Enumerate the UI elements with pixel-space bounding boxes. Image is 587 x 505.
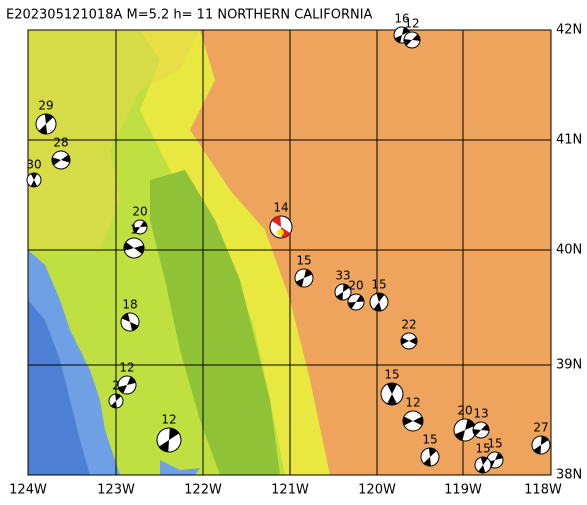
focal-mechanism <box>380 382 404 406</box>
focal-mechanism <box>132 219 148 235</box>
depth-label: 13 <box>473 407 488 421</box>
y-label: 40N <box>556 243 582 258</box>
compression-quadrant <box>473 424 489 436</box>
y-label: 42N <box>556 23 582 38</box>
focal-mechanism <box>453 418 477 442</box>
compression-quadrant <box>132 221 148 233</box>
compression-quadrant <box>387 382 397 406</box>
y-label: 38N <box>556 468 582 483</box>
axis-labels: 124W 123W 122W 121W 120W 119W 118W 42N 41N 40N 39N… <box>9 23 582 498</box>
focal-mechanism <box>123 237 145 259</box>
focal-mechanism <box>108 393 124 409</box>
depth-label: 20 <box>457 404 472 418</box>
focal-mechanism <box>531 435 551 455</box>
depth-label: 18 <box>122 298 137 312</box>
x-label: 123W <box>97 483 135 498</box>
compression-quadrant <box>118 376 136 394</box>
compression-quadrant <box>478 456 488 474</box>
compression-quadrant <box>51 154 71 166</box>
compression-quadrant <box>394 27 410 43</box>
compression-quadrant <box>400 337 418 345</box>
focal-mechanism <box>294 268 314 288</box>
focal-mechanism <box>369 292 389 312</box>
focal-mechanism <box>334 283 352 301</box>
depth-label: 2 <box>112 379 120 393</box>
focal-mechanism <box>400 332 418 350</box>
depth-label: 33 <box>335 269 350 283</box>
compression-quadrant <box>347 295 365 309</box>
compression-quadrant <box>404 34 420 46</box>
depth-label: 22 <box>401 318 416 332</box>
compression-quadrant <box>38 114 54 134</box>
central-valley <box>150 170 280 475</box>
x-label: 120W <box>358 483 396 498</box>
depth-label: 15 <box>296 254 311 268</box>
compression-quadrant <box>454 419 476 441</box>
depth-label: 20 <box>132 205 147 219</box>
depth-label: 15 <box>422 433 437 447</box>
compression-quadrant <box>121 313 139 331</box>
depth-label: 15 <box>371 278 386 292</box>
x-label: 119W <box>444 483 482 498</box>
depth-label: 27 <box>533 421 548 435</box>
x-label: 118W <box>524 483 562 498</box>
depth-label: 29 <box>38 99 53 113</box>
compression-quadrant <box>158 427 180 453</box>
focal-mechanism <box>35 113 57 135</box>
focal-mechanism <box>403 31 421 49</box>
focal-mechanism <box>420 447 440 467</box>
focal-mechanism <box>26 172 42 188</box>
depth-label: 20 <box>348 279 363 293</box>
depth-label: 1 <box>130 223 138 237</box>
ocean-deep <box>28 300 90 475</box>
compression-quadrant <box>402 416 424 426</box>
depth-label: 16 <box>394 12 409 26</box>
graticule <box>27 29 552 476</box>
depth-label: 15 <box>384 368 399 382</box>
focal-mechanism <box>402 410 424 432</box>
bay <box>160 460 200 475</box>
focal-mechanism <box>156 427 182 453</box>
compression-quadrant <box>123 242 145 254</box>
depth-label: 12 <box>119 361 134 375</box>
compression-quadrant <box>271 215 291 239</box>
x-label: 122W <box>184 483 222 498</box>
compression-quadrant <box>336 283 350 301</box>
depth-label: 14 <box>273 201 288 215</box>
y-label: 39N <box>556 358 582 373</box>
compression-quadrant <box>533 435 549 455</box>
depth-label: 12 <box>404 17 419 31</box>
depth-label: 15 <box>487 437 502 451</box>
focal-mechanism <box>474 456 492 474</box>
title: E202305121018A M=5.2 h= 11 NORTHERN CALI… <box>6 8 373 23</box>
focal-mechanism <box>117 375 137 395</box>
compression-quadrant <box>295 269 313 287</box>
focal-mechanism <box>347 293 365 311</box>
epicenter <box>276 228 284 236</box>
depth-label: 30 <box>26 158 41 172</box>
depth-label: 15 <box>475 442 490 456</box>
x-label: 124W <box>9 483 47 498</box>
compression-quadrant <box>30 172 38 188</box>
focal-mechanism <box>269 215 293 239</box>
x-label: 121W <box>271 483 309 498</box>
compression-quadrant <box>373 292 385 312</box>
focal-mechanism <box>472 421 490 439</box>
depth-label: 12 <box>405 396 420 410</box>
depth-label: 12 <box>161 413 176 427</box>
compression-quadrant <box>423 448 437 466</box>
depth-label: 28 <box>53 136 68 150</box>
map-frame <box>27 29 552 476</box>
y-label: 41N <box>556 133 582 148</box>
focal-mechanism <box>120 312 140 332</box>
compression-quadrant <box>110 394 122 408</box>
focal-mechanism <box>51 150 71 170</box>
